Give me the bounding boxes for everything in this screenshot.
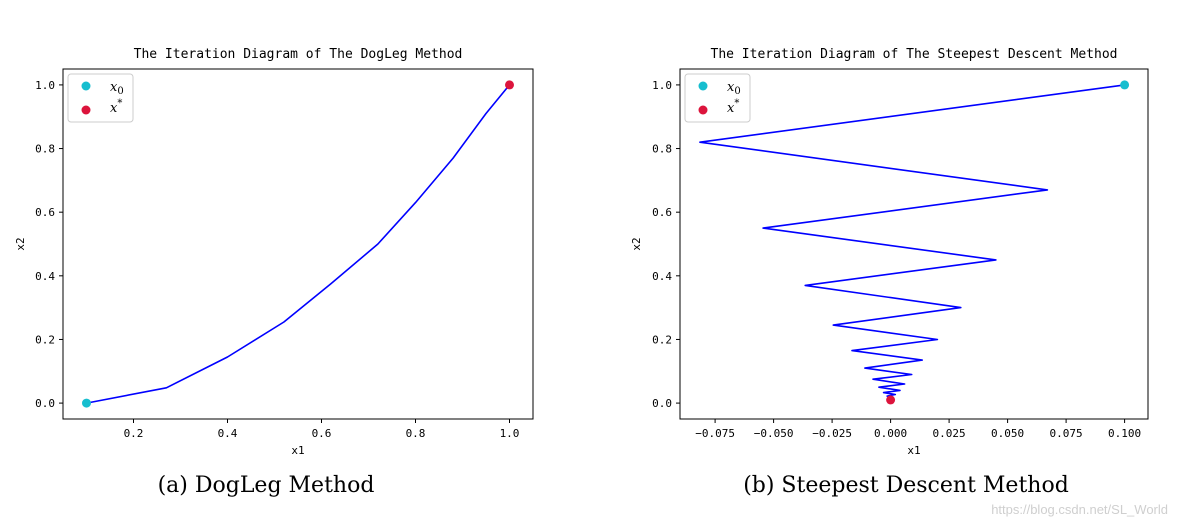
plot-area [62, 68, 534, 420]
chart-title: The Iteration Diagram of The Steepest De… [711, 47, 1118, 62]
y-tick-label: 0.8 [35, 143, 55, 156]
caption: (a) DogLeg Method [158, 473, 375, 498]
legend-box [67, 73, 134, 123]
x-tick-label: −0.075 [695, 427, 735, 440]
x-axis-ticks: −0.075 −0.050 −0.025 0.000 0.025 0.050 0.075 0.… [695, 419, 1141, 440]
start-point-marker [1120, 80, 1130, 90]
x-tick-label: 0.4 [218, 427, 238, 440]
x-tick-label: −0.025 [812, 427, 852, 440]
legend-marker-end [698, 105, 708, 115]
chart-title: The Iteration Diagram of The DogLeg Meth… [134, 47, 463, 62]
plot-marks [82, 80, 514, 408]
y-tick-label: 0.8 [652, 143, 672, 156]
x-tick-label: 0.000 [874, 427, 907, 440]
y-tick-label: 0.0 [652, 397, 672, 410]
y-tick-label: 0.6 [35, 206, 55, 219]
x-tick-label: 0.8 [406, 427, 426, 440]
y-axis-label: x2 [630, 237, 643, 250]
x-tick-label: 0.2 [124, 427, 144, 440]
y-tick-label: 0.0 [35, 397, 55, 410]
x-tick-label: 1.0 [500, 427, 520, 440]
legend: x0 x* [684, 73, 751, 123]
x-tick-label: −0.050 [754, 427, 794, 440]
x-tick-label: 0.100 [1108, 427, 1141, 440]
legend-box [684, 73, 751, 123]
steepest-descent-chart: The Iteration Diagram of The Steepest De… [630, 47, 1149, 498]
y-axis-label: x2 [14, 237, 27, 250]
x-tick-label: 0.075 [1050, 427, 1083, 440]
y-tick-label: 0.2 [35, 333, 55, 346]
caption: (b) Steepest Descent Method [743, 473, 1069, 498]
x-tick-label: 0.025 [933, 427, 966, 440]
legend-marker-start [81, 81, 91, 91]
optimum-point-marker [886, 395, 896, 405]
legend-marker-start [698, 81, 708, 91]
dogleg-chart: The Iteration Diagram of The DogLeg Meth… [14, 47, 534, 498]
legend-marker-end [81, 105, 91, 115]
x-tick-label: 0.050 [991, 427, 1024, 440]
y-tick-label: 0.4 [652, 270, 672, 283]
optimum-point-marker [505, 80, 514, 90]
plot-area [679, 68, 1149, 420]
y-tick-label: 1.0 [35, 79, 55, 92]
start-point-marker [82, 398, 91, 408]
y-tick-label: 0.4 [35, 270, 55, 283]
y-axis-ticks: 0.0 0.2 0.4 0.6 0.8 1.0 [35, 79, 63, 410]
y-tick-label: 0.6 [652, 206, 672, 219]
watermark: https://blog.csdn.net/SL_World [991, 502, 1168, 517]
legend: x0 x* [67, 73, 134, 123]
y-axis-ticks: 0.0 0.2 0.4 0.6 0.8 1.0 [652, 79, 680, 410]
iteration-path-line [699, 84, 1125, 401]
y-tick-label: 0.2 [652, 333, 672, 346]
x-axis-ticks: 0.2 0.4 0.6 0.8 1.0 [124, 419, 520, 440]
x-axis-label: x1 [907, 444, 920, 457]
plot-marks [699, 80, 1130, 405]
y-tick-label: 1.0 [652, 79, 672, 92]
x-axis-label: x1 [291, 444, 304, 457]
iteration-path-line [86, 84, 511, 404]
x-tick-label: 0.6 [312, 427, 332, 440]
